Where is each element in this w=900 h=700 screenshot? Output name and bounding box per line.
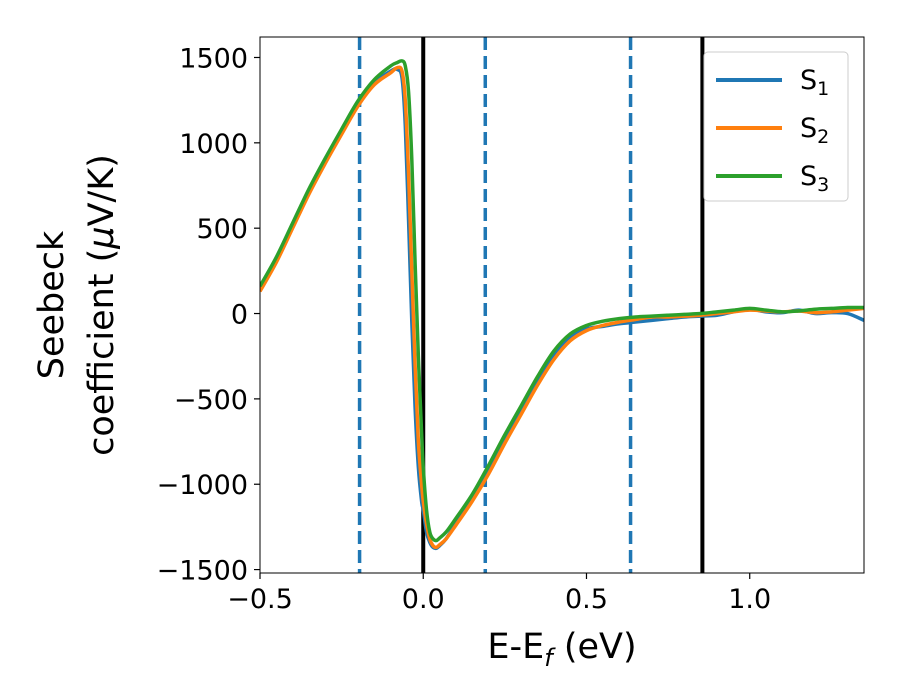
x-tick-label: 0.5 xyxy=(565,584,608,615)
y-tick-label: −1500 xyxy=(157,556,248,587)
y-tick-label: 500 xyxy=(196,214,248,245)
series-line-s3 xyxy=(260,59,864,543)
x-axis-ticks: −0.5 0.0 0.5 1.0 xyxy=(227,573,771,615)
legend-label-s3: S3 xyxy=(800,161,829,196)
x-tick-label: 0.0 xyxy=(402,584,445,615)
y-tick-label: 1500 xyxy=(179,43,248,74)
reference-lines xyxy=(357,37,705,573)
y-tick-label: −1000 xyxy=(157,470,248,501)
legend-label-s1: S1 xyxy=(800,65,829,100)
x-tick-label: −0.5 xyxy=(227,584,293,615)
series-lines xyxy=(260,59,864,551)
y-tick-label: −500 xyxy=(174,385,248,416)
legend-label-s2: S2 xyxy=(800,113,829,148)
svg-text:coefficient (μV/K): coefficient (μV/K) xyxy=(82,154,122,456)
svg-text:Seebeck: Seebeck xyxy=(32,230,72,379)
y-tick-label: 1000 xyxy=(179,129,248,160)
x-axis-label: E-Ef (eV) xyxy=(487,627,636,672)
legend: S1 S2 S3 xyxy=(703,51,849,202)
y-axis-label: Seebeck coefficient (μV/K) xyxy=(32,154,122,456)
y-tick-label: 0 xyxy=(231,300,248,331)
y-axis-ticks: 1500 1000 500 0 −500 −1000 −1500 xyxy=(157,43,260,587)
plot-frame xyxy=(259,36,865,574)
x-tick-label: 1.0 xyxy=(728,584,771,615)
